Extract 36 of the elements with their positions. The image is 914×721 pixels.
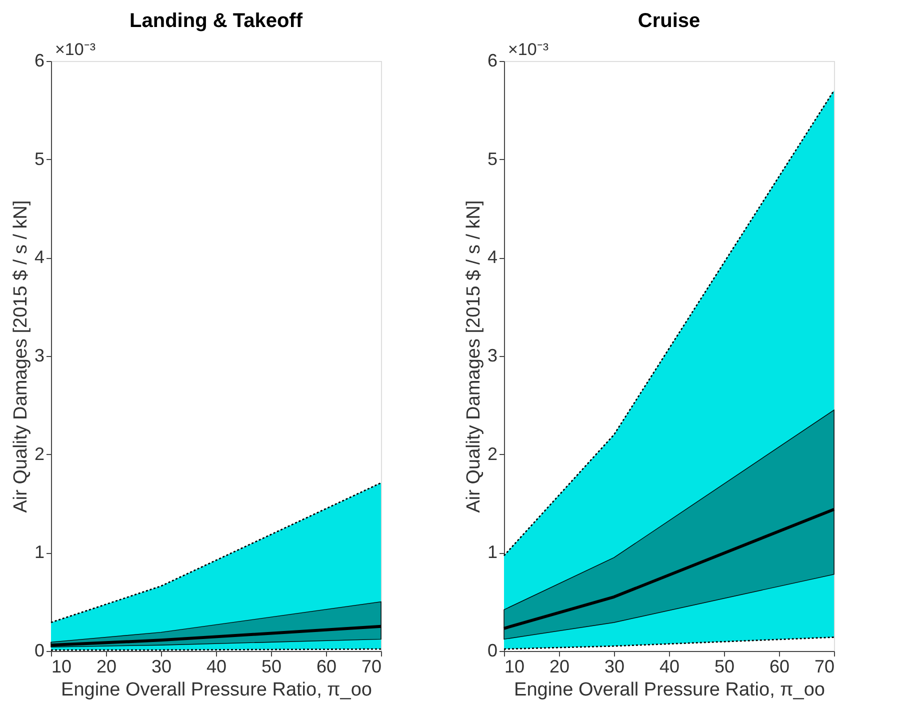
y-tick-label: 5 [487, 148, 498, 169]
x-tick-label: 60 [316, 656, 337, 676]
x-tick-label: 30 [151, 656, 172, 676]
x-tick-label: 50 [714, 656, 735, 676]
x-tick-label: 40 [659, 656, 680, 676]
x-axis-title: Engine Overall Pressure Ratio, π_oo [61, 680, 372, 700]
x-tick-label: 70 [814, 656, 834, 676]
y-tick-label: 0 [34, 640, 44, 660]
x-tick-label: 50 [261, 656, 282, 676]
chart-title: Cruise [638, 10, 700, 32]
y-tick-label: 3 [34, 346, 44, 366]
y-axis-title: Air Quality Damages [2015 $ / s / kN] [463, 200, 484, 513]
x-tick-label: 30 [604, 656, 625, 676]
y-tick-label: 4 [34, 247, 44, 268]
x-tick-label: 60 [769, 656, 790, 676]
y-tick-label: 3 [487, 346, 498, 366]
y-tick-label: 1 [34, 542, 44, 562]
x-tick-label: 10 [504, 656, 525, 676]
y-tick-label: 1 [487, 542, 498, 562]
x-tick-label: 40 [206, 656, 227, 676]
chart-title: Landing & Takeoff [130, 10, 303, 32]
y-tick-label: 4 [487, 247, 498, 268]
y-tick-label: 2 [487, 444, 498, 464]
y-tick-label: 6 [487, 50, 498, 70]
y-tick-label: 2 [34, 444, 44, 464]
y-tick-label: 5 [34, 148, 44, 169]
x-tick-label: 20 [549, 656, 570, 676]
x-axis-title: Engine Overall Pressure Ratio, π_oo [514, 680, 825, 700]
y-axis-title: Air Quality Damages [2015 $ / s / kN] [10, 200, 32, 513]
text: ×10⁻³ [508, 40, 549, 59]
x-tick-label: 20 [96, 656, 117, 676]
x-tick-label: 70 [361, 656, 382, 676]
y-tick-label: 6 [34, 50, 44, 70]
y-tick-label: 0 [487, 640, 498, 660]
text: ×10⁻³ [55, 40, 96, 59]
x-tick-label: 10 [52, 656, 72, 676]
